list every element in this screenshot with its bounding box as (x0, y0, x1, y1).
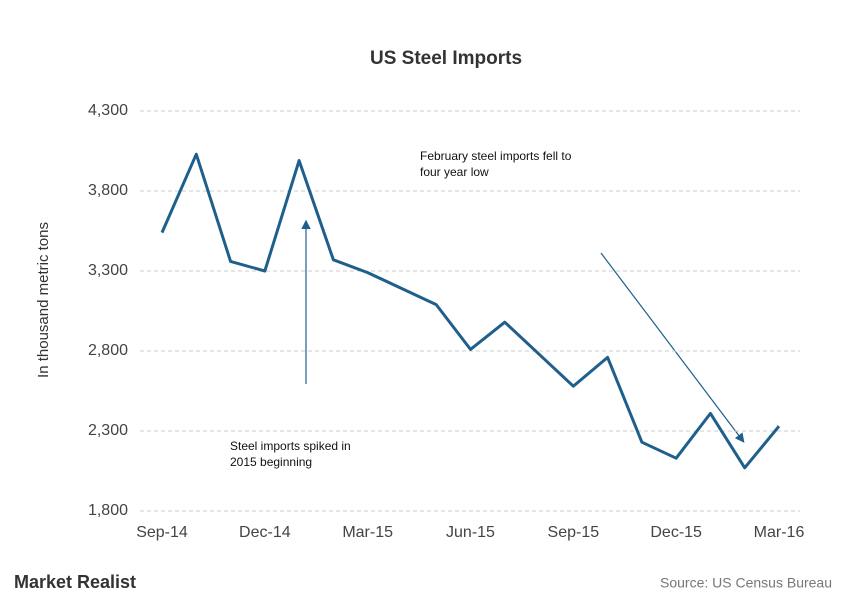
y-tick-label: 4,300 (88, 102, 128, 119)
y-tick-label: 2,300 (88, 422, 128, 439)
annotation: Steel imports spiked in (230, 439, 351, 453)
annotation: February steel imports fell to (420, 149, 572, 163)
x-tick-label: Mar-15 (342, 524, 393, 541)
y-tick-label: 3,300 (88, 262, 128, 279)
y-tick-label: 2,800 (88, 342, 128, 359)
y-axis-label: In thousand metric tons (35, 222, 52, 378)
annotation-arrow (600, 252, 745, 443)
x-tick-label: Dec-14 (239, 524, 291, 541)
source: Source: US Census Bureau (660, 575, 832, 591)
x-tick-label: Mar-16 (754, 524, 805, 541)
brand: Market Realist (14, 572, 136, 592)
x-tick-label: Dec-15 (650, 524, 702, 541)
x-tick-label: Sep-14 (136, 524, 188, 541)
chart-title: US Steel Imports (370, 48, 522, 69)
y-tick-label: 1,800 (88, 502, 128, 519)
annotation: four year low (420, 165, 489, 179)
y-tick-label: 3,800 (88, 182, 128, 199)
annotation: 2015 beginning (230, 455, 312, 469)
x-tick-label: Jun-15 (446, 524, 495, 541)
x-tick-label: Sep-15 (548, 524, 600, 541)
data-line (160, 152, 781, 470)
